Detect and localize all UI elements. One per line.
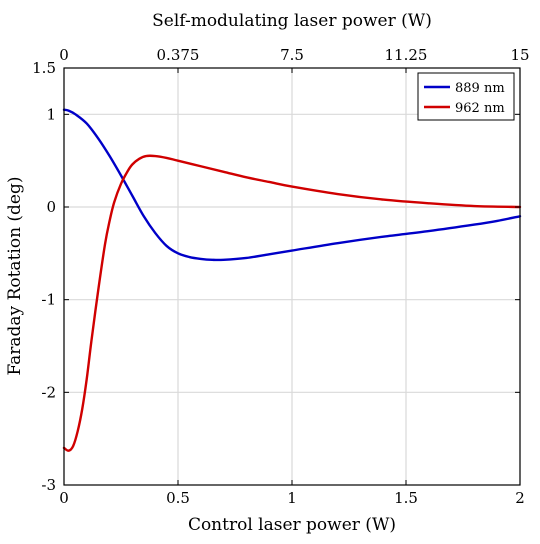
y-tick-label: -1 xyxy=(41,291,56,309)
series-line-889-nm xyxy=(62,108,522,262)
legend-label-889: 889 nm xyxy=(455,81,505,96)
top-x-tick-label: 0.375 xyxy=(157,46,200,64)
top-x-tick-label: 11.25 xyxy=(385,46,428,64)
y-axis-label: Faraday Rotation (deg) xyxy=(5,176,25,375)
x-tick-label: 0 xyxy=(59,489,69,507)
legend-box xyxy=(417,72,515,121)
top-x-tick-label: 15 xyxy=(510,46,529,64)
top-x-tick-label: 7.5 xyxy=(280,46,304,64)
legend-label-962: 962 nm xyxy=(455,101,505,116)
top-x-axis-label: Self-modulating laser power (W) xyxy=(152,11,432,31)
x-tick-label: 1.5 xyxy=(394,489,418,507)
legend: 889 nm 962 nm xyxy=(417,72,515,121)
top-x-tick-label: 0 xyxy=(59,46,69,64)
x-axis-label: Control laser power (W) xyxy=(188,515,396,535)
x-tick-label: 1 xyxy=(287,489,297,507)
y-tick-label: -2 xyxy=(41,383,56,401)
x-tick-label: 2 xyxy=(515,489,525,507)
tick-labels: 0 0.5 1 1.5 2 0 0.375 7.5 11.25 15 -3 -2 -1 0 1 1.5 xyxy=(32,46,529,507)
ticks xyxy=(63,67,521,486)
y-tick-label: 0 xyxy=(46,198,56,216)
y-tick-label: 1 xyxy=(46,105,56,123)
y-tick-label: 1.5 xyxy=(32,59,56,77)
series-line-962-nm xyxy=(62,154,522,452)
series-layer xyxy=(62,108,522,452)
x-tick-label: 0.5 xyxy=(166,489,190,507)
grid xyxy=(63,68,521,485)
y-tick-label: -3 xyxy=(41,476,56,494)
